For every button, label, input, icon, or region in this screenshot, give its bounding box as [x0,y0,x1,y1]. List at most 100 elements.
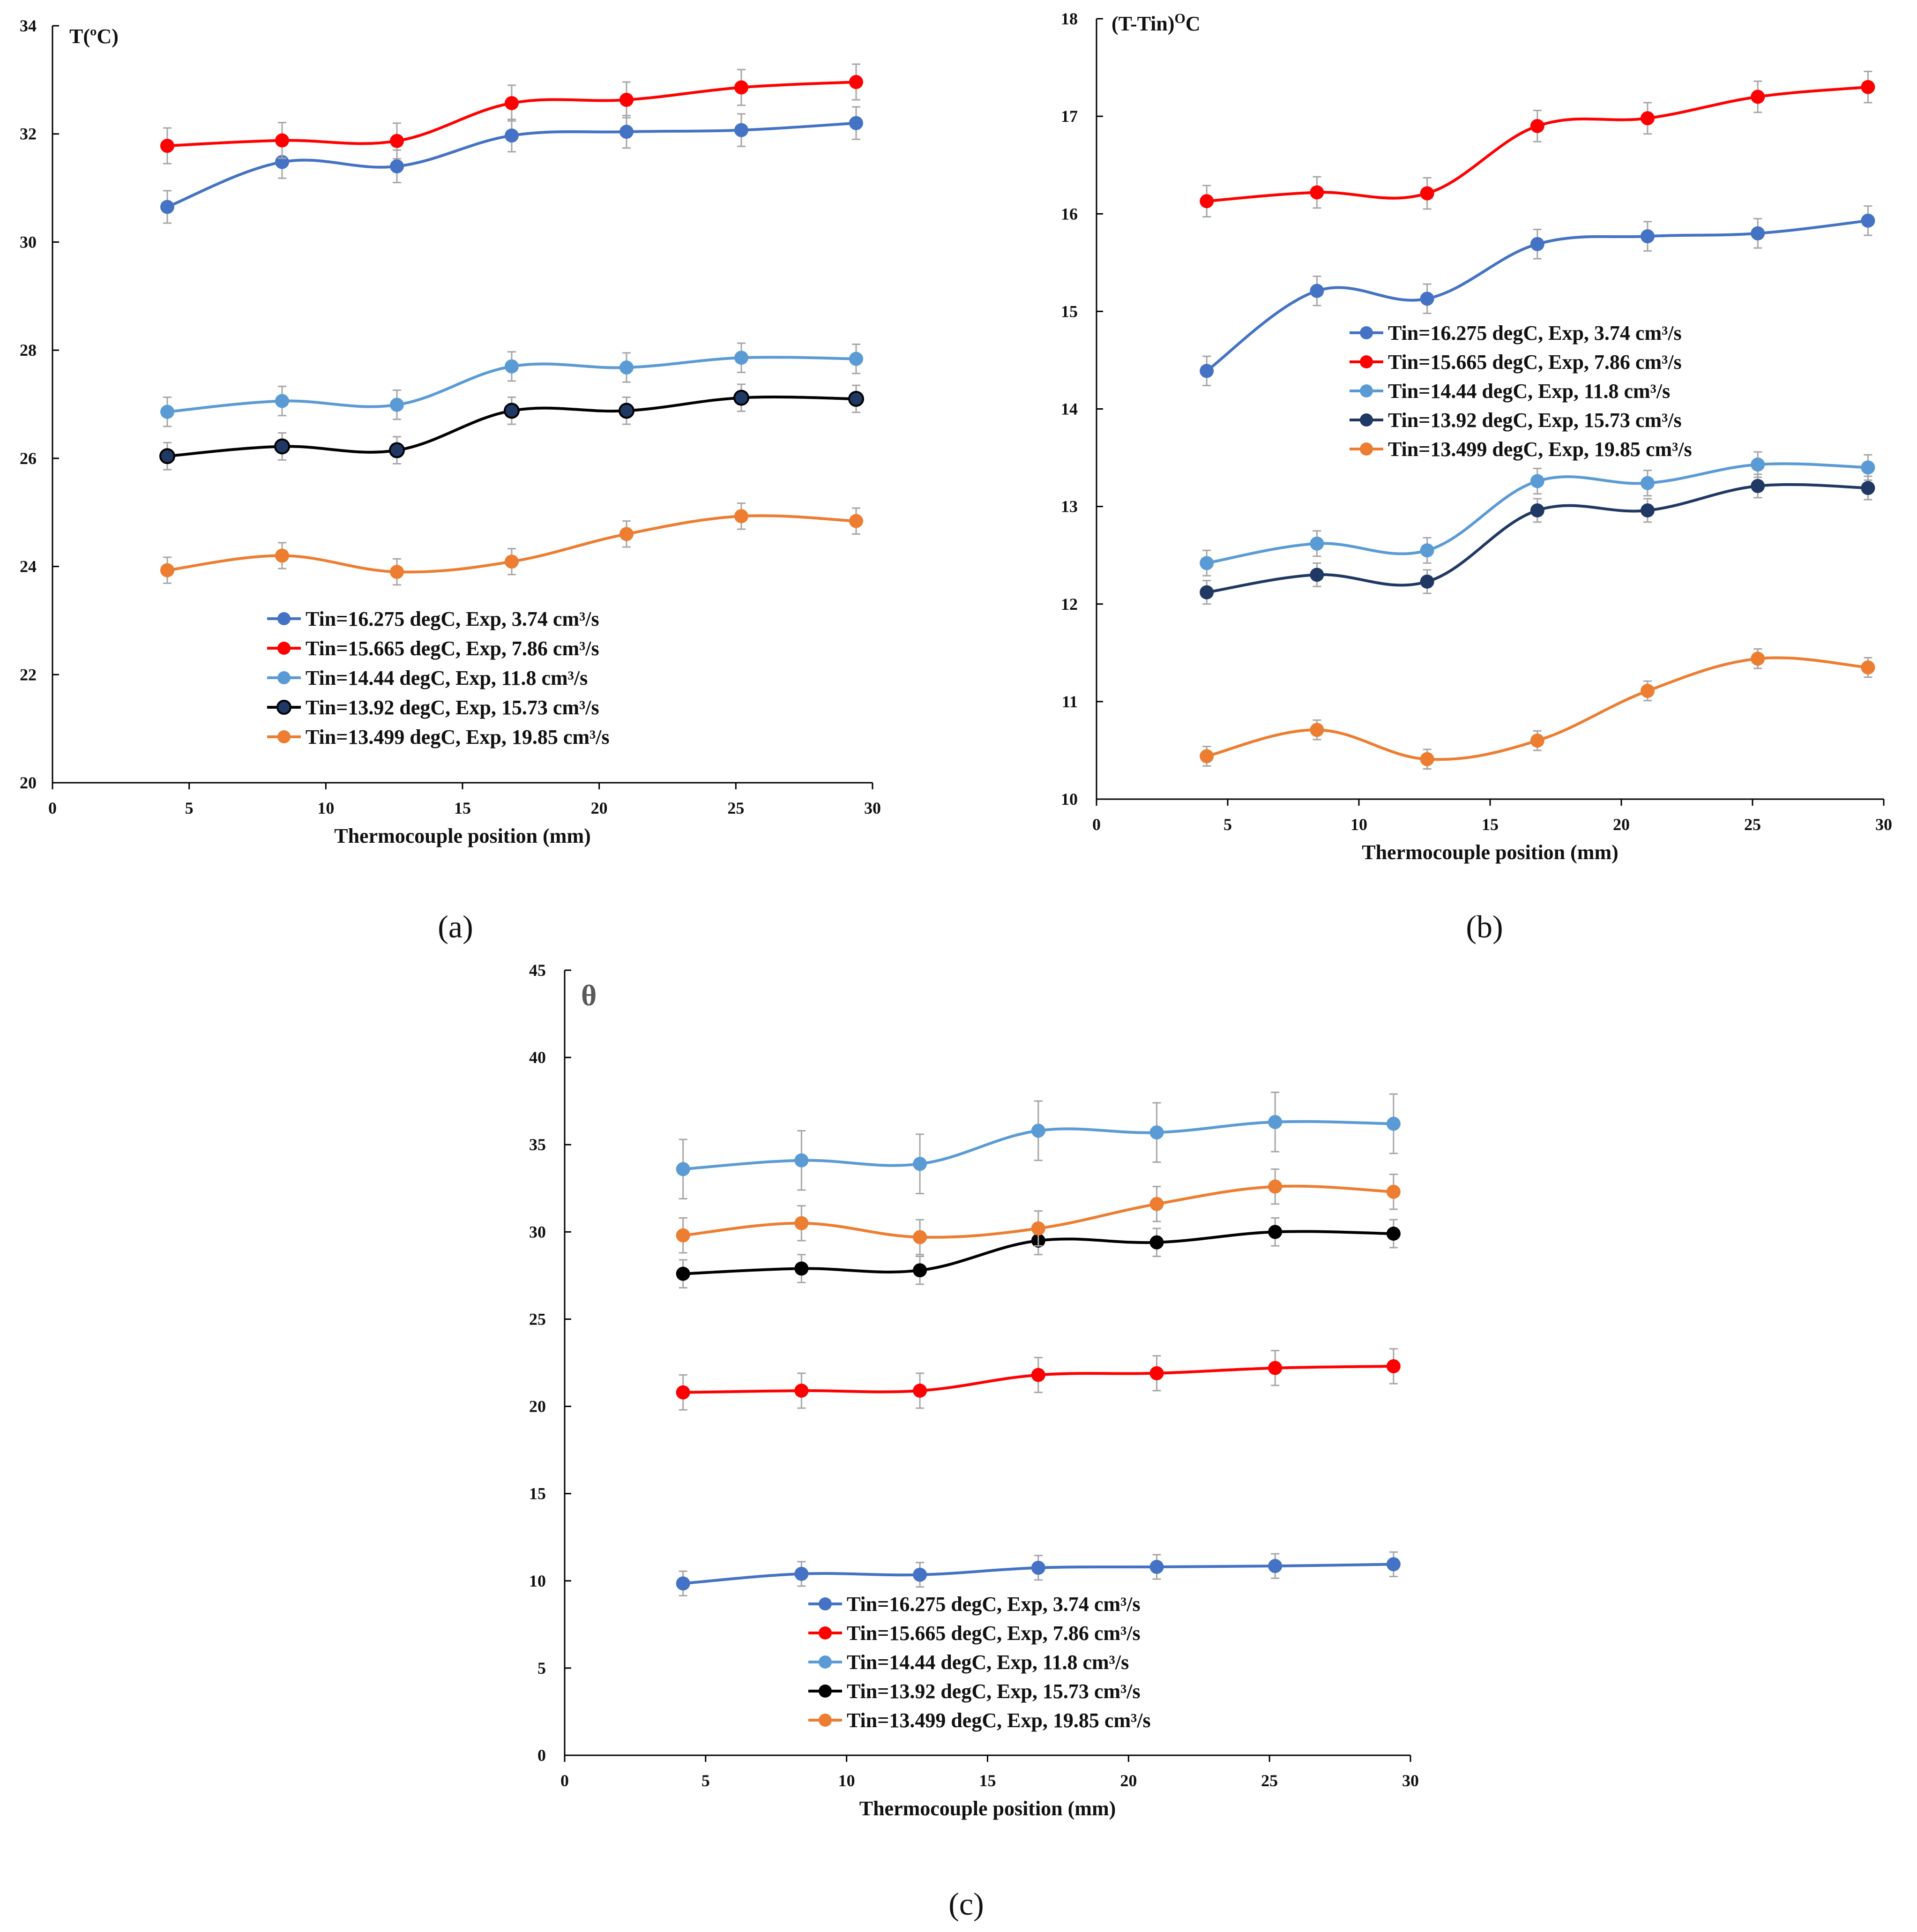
series-5 [676,1168,1401,1256]
data-point [1861,481,1875,495]
x-tick-label: 10 [838,1771,855,1790]
data-point [1149,1366,1164,1380]
data-point [1268,1361,1283,1375]
x-tick-label: 5 [185,799,194,817]
data-point [849,352,863,366]
y-axis-label: (T-Tin)OC [1111,11,1201,35]
y-tick-label: 5 [537,1659,546,1677]
x-tick-label: 10 [317,799,334,817]
legend-swatch-marker [1360,326,1373,339]
data-point [275,133,289,148]
data-point [1200,364,1214,378]
legend: Tin=16.275 degC, Exp, 3.74 cm³/s Tin=15.6… [1350,322,1692,461]
y-tick-label: 10 [529,1572,546,1590]
y-tick-label: 20 [20,773,37,792]
data-point [1386,1116,1401,1131]
x-tick-label: 20 [1613,815,1630,834]
legend-entry: Tin=13.499 degC, Exp, 19.85 cm³/s [1388,438,1692,461]
y-tick-label: 26 [20,449,37,468]
data-point [1031,1368,1045,1382]
legend-entry: Tin=13.499 degC, Exp, 19.85 cm³/s [306,726,610,749]
data-point [1641,683,1655,698]
data-point [504,403,520,419]
data-point [1861,660,1875,675]
legend-swatch-marker [1360,384,1373,397]
data-point [1420,292,1434,306]
legend-swatch-marker [277,642,291,655]
legend-swatch-marker [819,1626,832,1640]
data-point [734,123,748,137]
data-point [913,1263,927,1278]
y-tick-label: 24 [20,557,37,576]
data-point [505,359,519,374]
data-point [505,554,519,569]
data-point [390,134,404,148]
data-point [274,438,290,455]
data-point [160,404,174,419]
data-point [1200,585,1214,599]
x-tick-label: 5 [701,1771,710,1790]
y-axis-label-sup: O [1175,11,1186,26]
legend-entry: Tin=14.44 degC, Exp, 11.8 cm³/s [306,666,588,689]
legend-swatch-marker [819,1714,832,1727]
data-point [1031,1123,1045,1138]
y-tick-label: 18 [1061,9,1078,28]
data-point [1386,1184,1401,1199]
x-tick-label: 20 [1120,1771,1137,1790]
y-tick-label: 14 [1061,400,1078,419]
data-point [1530,734,1544,748]
y-tick-label: 32 [20,125,37,143]
x-tick-label: 30 [1875,815,1892,834]
data-point [1200,556,1214,570]
data-point [1530,474,1544,488]
chart-b: 10 11 12 13 14 15 16 17 18 0 5 10 15 20 25 30 Thermocoup… [1061,9,1892,944]
y-tick-label: 15 [1061,302,1078,321]
series-2 [676,1348,1401,1411]
legend-swatch-marker [1360,355,1373,368]
panel-label: (a) [438,909,473,944]
data-point [1420,752,1434,766]
legend-entry: Tin=13.499 degC, Exp, 19.85 cm³/s [847,1709,1151,1732]
data-point [1310,284,1324,298]
data-point [390,397,404,412]
data-point [794,1216,809,1230]
chart-c: 0 5 10 15 20 25 30 35 40 45 0 5 10 15 20 25 30 Thermocoup… [529,961,1419,1922]
y-tick-label: 25 [529,1310,546,1328]
y-tick-label: 12 [1061,595,1078,614]
data-point [1861,80,1875,94]
y-axis-label-tail: C [1186,12,1201,35]
y-tick-label: 17 [1061,107,1078,126]
chart-a: 20 22 24 26 28 30 32 34 0 5 10 15 20 25 30 Thermocouple… [20,16,881,944]
x-tick-label: 0 [1092,815,1101,834]
y-tick-label: 16 [1061,204,1078,223]
x-tick-label: 15 [454,799,471,817]
legend-entry: Tin=16.275 degC, Exp, 3.74 cm³/s [306,607,599,630]
data-point [1530,237,1544,251]
x-axis-label: Thermocouple position (mm) [1362,841,1619,864]
data-point [1861,213,1875,228]
y-tick-label: 0 [537,1746,546,1765]
data-point [734,351,748,365]
legend-swatch-marker [819,1597,832,1610]
data-point [505,96,519,110]
series-1 [676,1551,1401,1596]
data-point [1310,185,1324,200]
x-tick-label: 0 [48,799,57,817]
data-point [390,565,404,579]
data-point [1386,1359,1401,1373]
y-tick-label: 30 [529,1222,546,1241]
data-point [849,116,863,130]
data-point [1310,723,1324,737]
panel-label: (b) [1466,909,1503,944]
data-point [794,1566,809,1581]
data-point [1268,1115,1283,1129]
series-5 [160,502,863,586]
data-point [160,200,174,214]
y-tick-label: 10 [1061,790,1078,809]
data-point [676,1228,690,1243]
x-tick-label: 15 [979,1771,996,1790]
x-tick-label: 25 [1744,815,1761,834]
data-point [1149,1560,1164,1574]
data-point [676,1576,690,1591]
data-point [160,563,174,577]
